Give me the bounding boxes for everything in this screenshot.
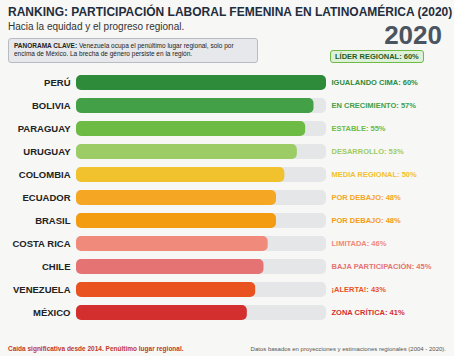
svg-text:URUGUAY: URUGUAY <box>23 146 71 157</box>
html-text:2020: 2020 <box>384 20 442 50</box>
svg-text:MEDIA REGIONAL: 50%: MEDIA REGIONAL: 50% <box>332 170 417 179</box>
svg-text:PARAGUAY: PARAGUAY <box>18 123 71 134</box>
svg-text:POR DEBAJO: 48%: POR DEBAJO: 48% <box>332 216 402 225</box>
html-text:Datos basados en proyecciones: Datos basados en proyecciones y estimaci… <box>250 346 446 352</box>
svg-text:¡ALERTA!: 43%: ¡ALERTA!: 43% <box>332 285 387 294</box>
svg-text:COSTA RICA: COSTA RICA <box>12 238 70 249</box>
html-text:Hacia la equidad y el progreso: Hacia la equidad y el progreso regional. <box>8 21 185 32</box>
svg-text:POR DEBAJO: 48%: POR DEBAJO: 48% <box>332 193 402 202</box>
svg-text:MÉXICO: MÉXICO <box>33 307 70 318</box>
svg-text:ECUADOR: ECUADOR <box>22 192 70 203</box>
svg-text:ESTABLE: 55%: ESTABLE: 55% <box>332 124 386 133</box>
svg-text:VENEZUELA: VENEZUELA <box>13 284 71 295</box>
html-text:RANKING: PARTICIPACIÓN LABORAL: RANKING: PARTICIPACIÓN LABORAL FEMENINA … <box>8 5 453 19</box>
svg-text:BAJA PARTICIPACIÓN: 45%: BAJA PARTICIPACIÓN: 45% <box>332 262 432 271</box>
svg-text:COLOMBIA: COLOMBIA <box>19 169 71 180</box>
svg-text:IGUALANDO CIMA: 60%: IGUALANDO CIMA: 60% <box>332 78 419 87</box>
svg-text:CHILE: CHILE <box>42 261 71 272</box>
svg-text:BOLIVIA: BOLIVIA <box>32 100 71 111</box>
svg-text:EN CRECIMIENTO: 57%: EN CRECIMIENTO: 57% <box>332 101 417 110</box>
html-text:PANORAMA CLAVE: Venezuela ocup: PANORAMA CLAVE: Venezuela ocupa el penúl… <box>14 42 234 58</box>
html-text:LÍDER REGIONAL: 60%: LÍDER REGIONAL: 60% <box>335 52 419 61</box>
svg-text:LIMITADA: 46%: LIMITADA: 46% <box>332 239 387 248</box>
html-text:Caída significativa desde 2014: Caída significativa desde 2014. Penúltim… <box>8 345 184 352</box>
svg-text:BRASIL: BRASIL <box>35 215 71 226</box>
svg-text:DESARROLLO: 53%: DESARROLLO: 53% <box>332 147 404 156</box>
svg-text:ZONA CRÍTICA: 41%: ZONA CRÍTICA: 41% <box>332 308 405 317</box>
svg-text:PERÚ: PERÚ <box>44 77 71 88</box>
